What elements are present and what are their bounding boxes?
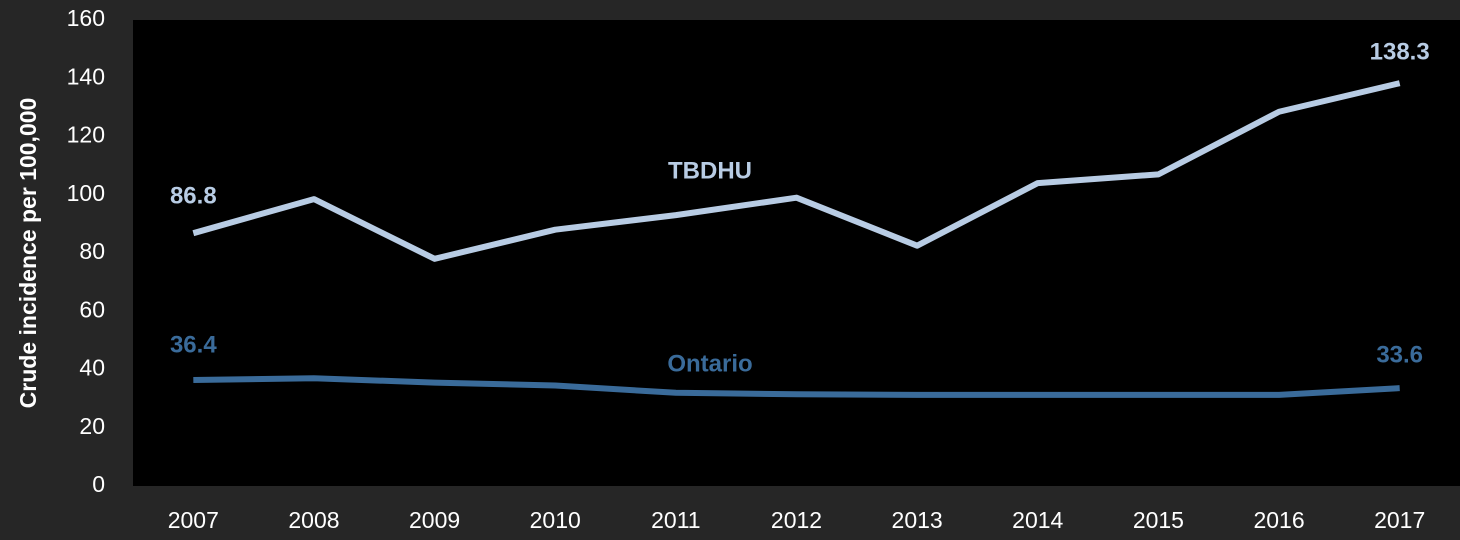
data-label: 138.3 [1370, 39, 1430, 66]
x-tick-label: 2017 [1374, 507, 1425, 533]
y-tick-label: 80 [79, 238, 105, 264]
data-label: 36.4 [170, 331, 217, 358]
x-tick-label: 2012 [771, 507, 822, 533]
x-tick-label: 2008 [288, 507, 339, 533]
series-line [193, 375, 1400, 398]
x-tick-label: 2011 [651, 507, 700, 533]
x-tick-label: 2013 [892, 507, 943, 533]
y-tick-label: 100 [67, 180, 105, 206]
y-tick-label: 120 [67, 122, 105, 148]
series-name-label: Ontario [667, 350, 752, 377]
y-tick-label: 60 [79, 296, 105, 322]
y-tick-label: 140 [67, 63, 105, 89]
x-tick-label: 2007 [168, 507, 219, 533]
y-tick-label: 20 [79, 413, 105, 439]
series-name-label: TBDHU [668, 157, 752, 184]
x-tick-label: 2015 [1133, 507, 1184, 533]
y-axis-label: Crude incidence per 100,000 [15, 98, 41, 409]
data-label: 86.8 [170, 183, 217, 210]
x-tick-label: 2009 [409, 507, 460, 533]
y-tick-label: 160 [67, 5, 105, 31]
x-tick-label: 2016 [1253, 507, 1304, 533]
data-label: 33.6 [1376, 341, 1423, 368]
plot-area [133, 20, 1460, 486]
y-tick-label: 40 [79, 355, 105, 381]
x-tick-label: 2014 [1012, 507, 1063, 533]
series-line [192, 80, 1401, 262]
y-tick-label: 0 [92, 471, 105, 497]
x-tick-label: 2010 [530, 507, 581, 533]
